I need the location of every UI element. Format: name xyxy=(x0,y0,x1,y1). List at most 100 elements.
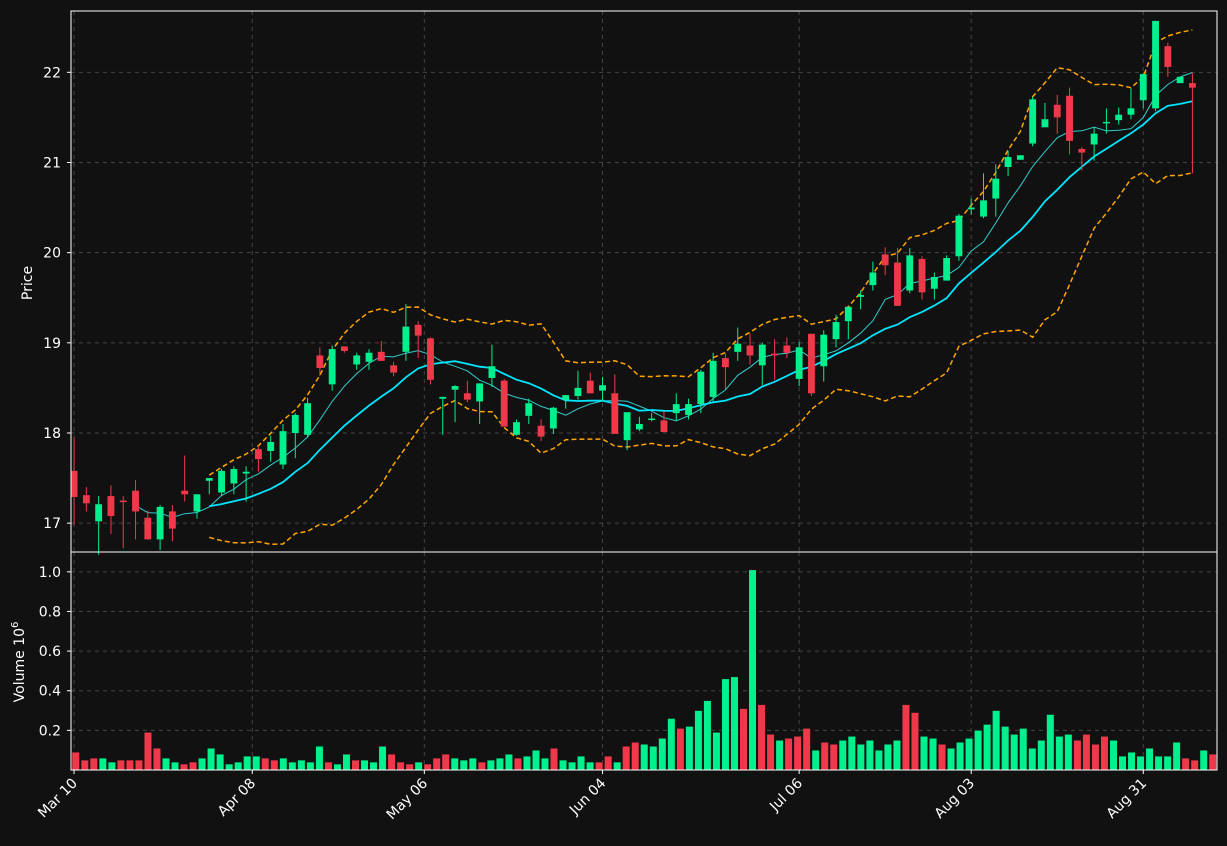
candle-body xyxy=(967,207,975,210)
candle-body xyxy=(660,420,668,433)
volume-bar xyxy=(125,759,134,771)
volume-bar xyxy=(198,757,207,771)
volume-bar xyxy=(694,710,703,771)
price-tick-label: 20 xyxy=(43,246,61,262)
candle-body xyxy=(513,422,520,435)
candle-body xyxy=(1090,133,1098,145)
candle-body xyxy=(476,383,484,402)
candle-body xyxy=(168,511,176,529)
volume-axis-exponent: 6 xyxy=(10,622,21,628)
volume-bar xyxy=(595,761,604,771)
price-tick-label: 22 xyxy=(43,65,61,81)
volume-bar xyxy=(739,708,748,771)
candle-body xyxy=(1029,99,1037,144)
candle-body xyxy=(894,262,901,306)
volume-bar xyxy=(1073,740,1082,771)
price-tick-label: 19 xyxy=(43,336,61,352)
volume-bar xyxy=(784,738,793,771)
candle-body xyxy=(230,469,238,484)
candle-body xyxy=(562,395,570,400)
volume-bar xyxy=(703,700,712,771)
candle-body xyxy=(132,490,139,512)
candle-body xyxy=(328,349,336,385)
candle-body xyxy=(599,385,606,391)
upper-band-line xyxy=(208,29,1193,476)
volume-bar xyxy=(983,724,992,771)
candle-body xyxy=(365,352,373,362)
volume-bar xyxy=(910,712,919,771)
volume-bar xyxy=(856,743,865,771)
candle-body xyxy=(1016,155,1024,160)
volume-bar xyxy=(432,757,441,771)
volume-bar xyxy=(829,743,838,771)
candle-body xyxy=(1102,121,1110,124)
volume-bar xyxy=(143,732,152,771)
candle-body xyxy=(1164,46,1172,67)
candle-body xyxy=(1041,119,1049,128)
candle-body xyxy=(242,471,250,474)
candle-body xyxy=(156,506,164,540)
volume-bar xyxy=(1019,728,1028,771)
volume-bar xyxy=(838,740,847,771)
volume-bar xyxy=(1190,759,1199,771)
volume-bar xyxy=(1109,740,1118,771)
volume-bar xyxy=(883,743,892,771)
candle-body xyxy=(1139,74,1147,101)
volume-bar xyxy=(1037,740,1046,771)
volume-bar xyxy=(180,763,189,771)
candle-body xyxy=(107,496,115,516)
volume-bar xyxy=(477,761,486,771)
candle-body xyxy=(1152,20,1159,109)
candle-body xyxy=(414,324,422,336)
volume-bar xyxy=(622,745,631,771)
candle-body xyxy=(623,412,631,441)
candle-body xyxy=(1176,76,1184,84)
candle-body xyxy=(304,403,311,435)
volume-bar xyxy=(486,759,495,771)
volume-bar xyxy=(892,740,901,771)
candle-body xyxy=(746,345,754,356)
volume-bar xyxy=(847,736,856,771)
candle-body xyxy=(82,495,90,504)
candle-body xyxy=(205,478,213,481)
candle-body xyxy=(70,470,78,497)
candle-body xyxy=(955,215,963,257)
candle-body xyxy=(881,254,889,266)
volume-tick-label: 0.6 xyxy=(39,644,61,660)
volume-bar xyxy=(811,749,820,771)
volume-bar xyxy=(423,763,432,771)
volume-bar xyxy=(261,757,270,771)
volume-bar xyxy=(1064,734,1073,771)
candle-body xyxy=(1053,104,1061,118)
volume-bar xyxy=(1181,757,1190,771)
volume-bar xyxy=(279,757,288,771)
volume-bar xyxy=(559,759,568,771)
candles xyxy=(70,20,1196,555)
candle-body xyxy=(1115,114,1123,121)
bollinger-bands xyxy=(208,29,1193,546)
volume-bar xyxy=(1208,753,1217,771)
price-axis-label: Price xyxy=(20,266,36,300)
volume-bar xyxy=(1154,755,1163,771)
volume-bar xyxy=(333,763,342,771)
candle-body xyxy=(771,353,779,356)
volume-bar xyxy=(766,734,775,771)
candle-body xyxy=(709,360,717,397)
candle-body xyxy=(685,404,692,415)
volume-bar xyxy=(243,755,252,771)
volume-bar xyxy=(450,757,459,771)
volume-bar xyxy=(1100,736,1109,771)
candle-body xyxy=(254,449,262,460)
volume-bar xyxy=(369,761,378,771)
volume-bar xyxy=(351,759,360,771)
candle-body xyxy=(734,343,742,352)
volume-bar xyxy=(820,742,829,771)
volume-bar xyxy=(658,738,667,771)
volume-bar xyxy=(324,761,333,771)
volume-bar xyxy=(640,743,649,771)
candle-body xyxy=(1127,108,1135,115)
volume-bar xyxy=(288,761,297,771)
candle-body xyxy=(537,425,545,437)
volume-bar xyxy=(270,759,279,771)
volume-bar xyxy=(947,747,956,771)
